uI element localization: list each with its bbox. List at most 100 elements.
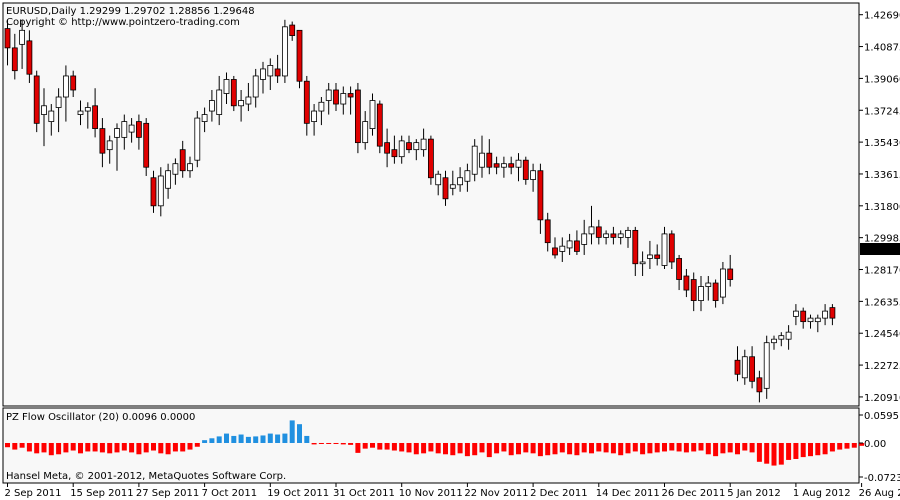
candle-body xyxy=(77,110,84,115)
oscillator-bar xyxy=(516,442,521,455)
oscillator-bar xyxy=(742,442,748,451)
oscillator-bar xyxy=(333,442,339,444)
oscillator-bar xyxy=(297,424,302,443)
candle-body xyxy=(289,24,296,36)
oscillator-bar xyxy=(793,442,799,459)
candle-body xyxy=(676,258,682,280)
candle-body xyxy=(581,233,588,245)
candle-body xyxy=(165,170,172,189)
candle xyxy=(172,158,179,185)
candle-body xyxy=(814,317,821,323)
candle xyxy=(814,314,821,333)
oscillator-bar xyxy=(194,442,200,447)
candle xyxy=(157,167,164,217)
oscillator-bar xyxy=(486,442,492,458)
oscillator-bar xyxy=(121,442,127,451)
candle xyxy=(632,226,639,277)
candle-body xyxy=(486,152,493,168)
candle-body xyxy=(712,282,719,301)
candle xyxy=(63,65,69,122)
candle-body xyxy=(778,335,785,340)
candle xyxy=(595,219,602,245)
candle-body xyxy=(654,254,661,259)
candle-body xyxy=(479,152,485,168)
candle xyxy=(223,72,230,105)
oscillator-bar xyxy=(559,442,565,453)
candle xyxy=(70,70,77,98)
candle xyxy=(785,325,792,350)
candle-body xyxy=(135,121,142,138)
time-tick-label: 7 Oct 2011 xyxy=(202,488,257,499)
oscillator-bar xyxy=(647,442,653,454)
candle xyxy=(471,139,478,182)
oscillator-bar xyxy=(727,442,733,453)
oscillator-bar xyxy=(749,442,755,453)
candle-body xyxy=(325,89,332,101)
candle-body xyxy=(201,114,208,122)
time-tick-label: 27 Sep 2011 xyxy=(136,488,199,499)
candle-body xyxy=(150,177,157,207)
candle-body xyxy=(457,177,464,186)
candle xyxy=(384,128,391,168)
oscillator-bar xyxy=(340,442,346,445)
candle-body xyxy=(647,254,653,259)
candle-body xyxy=(552,247,558,256)
candle xyxy=(734,346,741,382)
oscillator-bar xyxy=(808,442,813,457)
oscillator-bar xyxy=(786,442,792,460)
oscillator-bar xyxy=(523,442,529,453)
oscillator-bar xyxy=(822,442,828,455)
candle xyxy=(135,114,142,150)
candle-body xyxy=(427,138,434,179)
candle xyxy=(749,346,755,389)
candle-body xyxy=(632,229,639,265)
candle-body xyxy=(252,75,259,98)
candle xyxy=(369,93,376,136)
candle-body xyxy=(121,121,128,138)
candle xyxy=(771,335,777,350)
oscillator-bar xyxy=(406,442,412,453)
candle-body xyxy=(143,122,150,168)
oscillator-bar xyxy=(567,442,573,455)
candle-body xyxy=(70,75,77,91)
candle-body xyxy=(442,177,449,200)
candle-body xyxy=(114,128,120,138)
oscillator-bar xyxy=(78,442,83,454)
oscillator-bar xyxy=(859,442,865,446)
candle xyxy=(128,118,135,143)
candle xyxy=(427,135,434,185)
candle-body xyxy=(829,307,836,319)
time-tick-label: 22 Nov 2011 xyxy=(464,488,528,499)
oscillator-bar xyxy=(764,442,770,464)
oscillator-bar xyxy=(640,442,646,455)
candle xyxy=(793,304,799,326)
time-tick-label: 10 Nov 2011 xyxy=(399,488,463,499)
oscillator-bar xyxy=(216,436,222,443)
oscillator-bar xyxy=(413,442,419,455)
candle xyxy=(741,349,748,385)
oscillator-bar xyxy=(158,442,164,454)
candle xyxy=(187,156,193,178)
candle-body xyxy=(464,170,471,182)
oscillator-bar xyxy=(581,442,587,453)
candle xyxy=(260,61,266,94)
candle-body xyxy=(574,240,580,252)
candle-body xyxy=(311,110,318,122)
oscillator-bar xyxy=(778,442,784,465)
candle xyxy=(208,89,215,122)
candle xyxy=(201,107,208,133)
oscillator-bar xyxy=(596,442,602,452)
oscillator-bar xyxy=(260,435,266,443)
oscillator-bar xyxy=(443,442,448,455)
candle xyxy=(464,163,471,192)
oscillator-bar xyxy=(143,442,149,453)
oscillator-bar xyxy=(756,442,762,462)
oscillator-bar xyxy=(209,438,215,443)
candle xyxy=(800,307,807,329)
candle-body xyxy=(340,93,347,105)
candles xyxy=(4,19,836,403)
candle xyxy=(522,156,529,185)
candle xyxy=(705,276,712,301)
candle xyxy=(581,219,588,255)
